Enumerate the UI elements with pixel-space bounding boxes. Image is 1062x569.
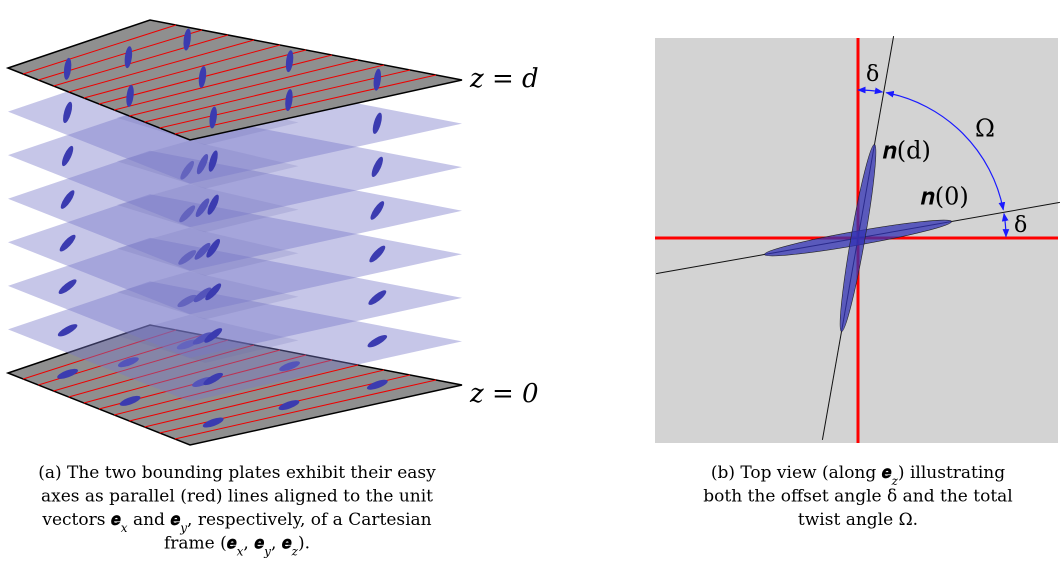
- caption-text: ).: [298, 534, 310, 554]
- caption-text: ,: [271, 534, 282, 554]
- math-symbol: 𝒆: [282, 534, 292, 554]
- math-symbol: 𝒆: [170, 510, 180, 530]
- caption-text: ) illustrating: [898, 463, 1005, 483]
- figure: δ Ω𝒏(d) 𝒏(0) δ z = d z = 0 (a) The two boun…: [0, 0, 1062, 569]
- caption-text: frame (: [164, 534, 227, 554]
- caption-line: vectors 𝒆x and 𝒆y, respectively, of a Ca…: [41, 510, 431, 535]
- caption-text: (b) Top view (along: [711, 463, 882, 483]
- caption-line: (a) The two bounding plates exhibit thei…: [38, 463, 436, 483]
- angle-label: δ: [1014, 213, 1027, 238]
- caption-text: both the offset angle δ and the total: [703, 487, 1012, 507]
- caption-text: ,: [243, 534, 254, 554]
- caption-text: vectors: [41, 510, 111, 530]
- caption-line: axes as parallel (red) lines aligned to …: [41, 487, 433, 507]
- angle-label: δ: [866, 62, 879, 87]
- caption-line: frame (𝒆x, 𝒆y, 𝒆z).: [164, 534, 310, 559]
- label-bottom: z = 0: [469, 379, 539, 409]
- caption-line: twist angle Ω.: [798, 510, 918, 530]
- caption-text: (a) The two bounding plates exhibit thei…: [38, 463, 436, 483]
- caption-text: and: [128, 510, 171, 530]
- caption-line: both the offset angle δ and the total: [703, 487, 1012, 507]
- angle-label: 𝒏(d): [882, 137, 931, 165]
- math-symbol: 𝒆: [882, 463, 892, 483]
- math-symbol: 𝒆: [111, 510, 121, 530]
- caption-text: , respectively, of a Cartesian: [187, 510, 432, 530]
- caption-text: twist angle Ω.: [798, 510, 918, 530]
- angle-label: 𝒏(0): [920, 183, 969, 211]
- panel-b: δ Ω𝒏(d) 𝒏(0) δ: [655, 36, 1060, 443]
- caption-text: axes as parallel (red) lines aligned to …: [41, 487, 433, 507]
- math-symbol: 𝒆: [227, 534, 237, 554]
- math-symbol: 𝒆: [254, 534, 264, 554]
- panel-a: [8, 20, 462, 445]
- label-top: z = d: [469, 64, 539, 94]
- caption-line: (b) Top view (along 𝒆z) illustrating: [711, 463, 1005, 488]
- angle-label: Ω: [975, 115, 995, 143]
